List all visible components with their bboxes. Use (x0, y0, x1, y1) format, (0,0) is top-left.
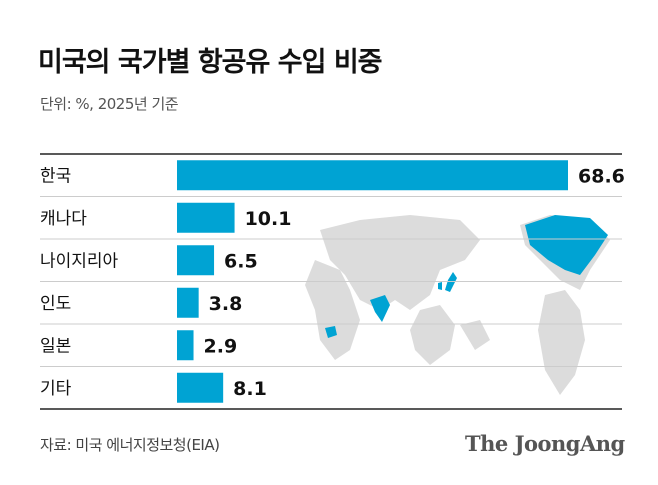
chart-subtitle: 단위: %, 2025년 기준 (40, 95, 179, 113)
value-label: 3.8 (209, 293, 243, 315)
chart-title: 미국의 국가별 항공유 수입 비중 (38, 47, 383, 78)
category-label: 인도 (40, 294, 71, 314)
value-label: 68.6 (578, 165, 625, 187)
category-label: 일본 (40, 336, 71, 356)
value-label: 8.1 (233, 378, 267, 400)
value-label: 10.1 (245, 208, 292, 230)
bar-3 (177, 287, 199, 318)
map-korea (438, 282, 442, 290)
logo: The JoongAng (465, 431, 625, 456)
map-india (370, 295, 390, 322)
category-label: 기타 (40, 379, 72, 399)
value-label: 2.9 (204, 335, 238, 357)
value-label: 6.5 (224, 250, 258, 272)
bar-2 (177, 245, 215, 276)
bar-4 (177, 330, 194, 361)
category-label: 한국 (40, 166, 71, 186)
map-nigeria (325, 326, 337, 338)
bar-1 (177, 202, 235, 233)
category-label: 나이지리아 (40, 251, 119, 271)
category-label: 캐나다 (40, 209, 87, 229)
bar-chart: 한국 68.6 캐나다 10.1 나이지리아 6.5 인도 3.8 일본 2.9 기타 8.1 (40, 153, 625, 410)
bar-0 (177, 160, 568, 191)
map-canada (525, 215, 608, 275)
source-note: 자료: 미국 에너지정보청(EIA) (40, 436, 220, 454)
bar-5 (177, 372, 224, 403)
